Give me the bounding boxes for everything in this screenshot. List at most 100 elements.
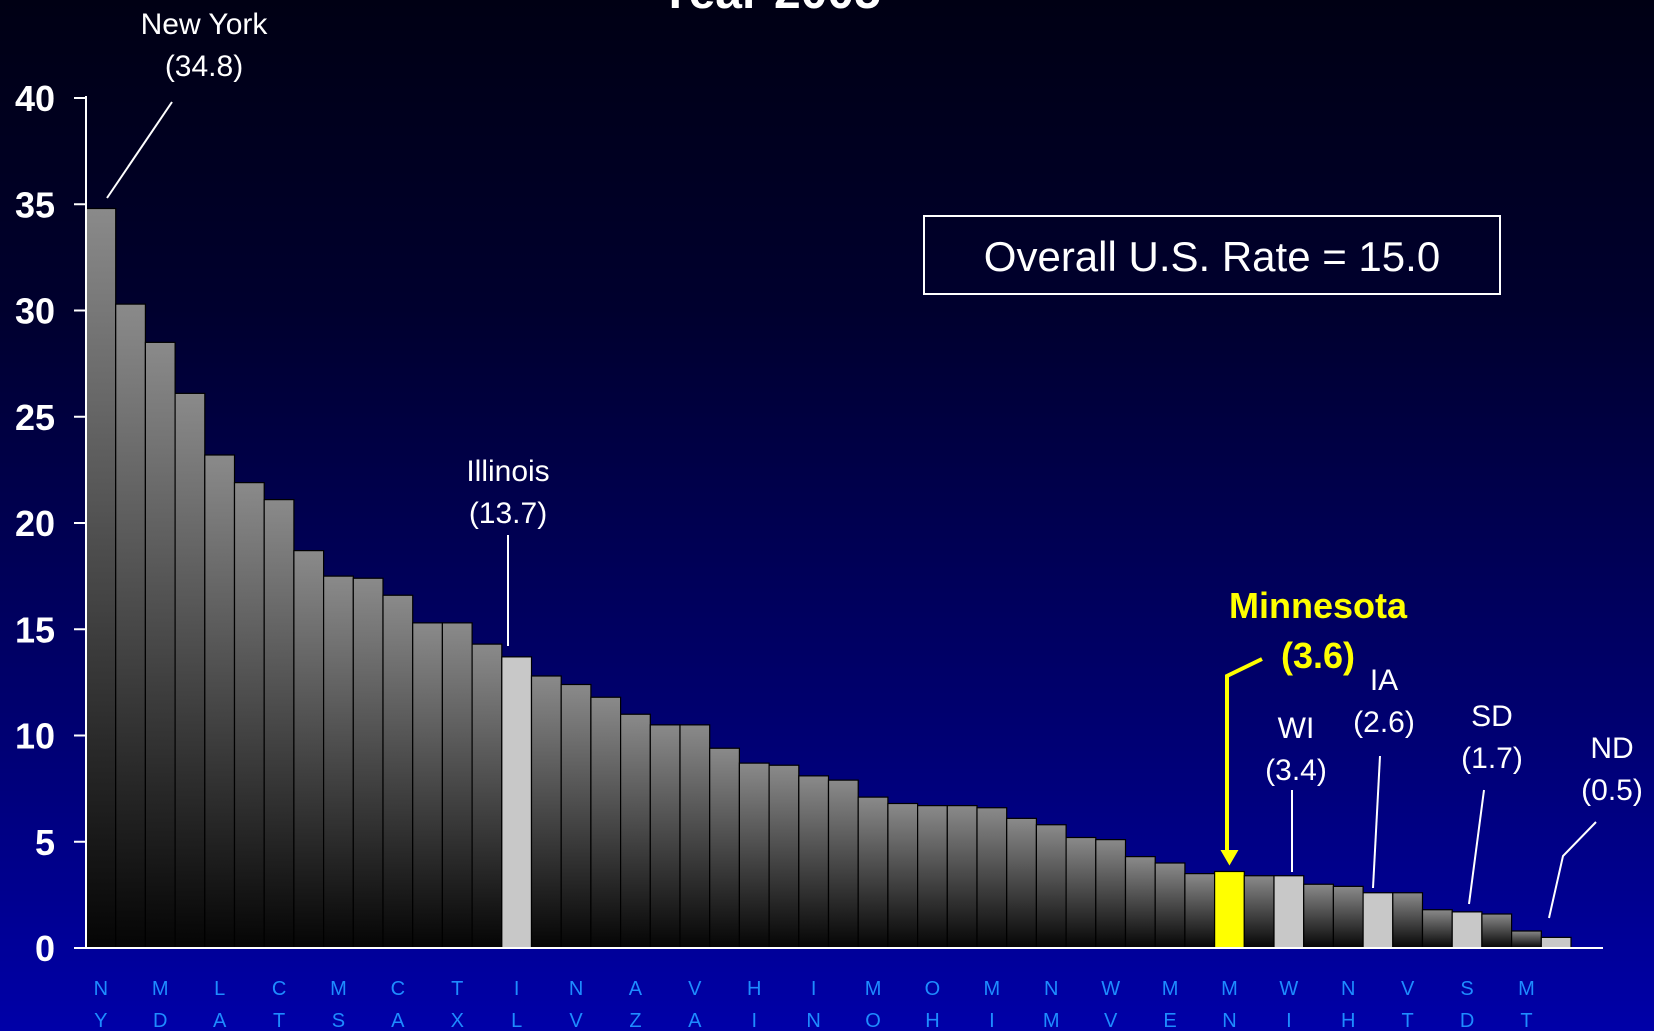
y-tick-label: 10	[15, 716, 55, 757]
x-label-top: M	[330, 978, 347, 1000]
bar	[233, 482, 265, 949]
annotation-leader-line	[1372, 755, 1381, 889]
x-label-bottom: T	[1402, 1010, 1414, 1031]
annotation-name: Minnesota	[1229, 585, 1408, 626]
overall-rate-text: Overall U.S. Rate = 15.0	[984, 233, 1440, 280]
bar	[1362, 892, 1394, 949]
bar	[323, 575, 354, 949]
x-label-top: M	[1221, 978, 1238, 1000]
bar	[1332, 885, 1364, 949]
bar	[471, 643, 503, 949]
bar	[441, 622, 473, 949]
bar	[1451, 911, 1483, 949]
y-tick-label: 35	[15, 184, 55, 225]
bar	[1540, 936, 1572, 949]
x-label-top: N	[569, 978, 583, 1000]
bar	[352, 577, 384, 949]
bar	[738, 762, 770, 949]
x-label-top: A	[629, 978, 643, 1000]
x-labels-group: NYMDLACTMSCATXILNVAZVAHIINMOOHMINMWVMEMN…	[94, 978, 1535, 1031]
annotation-value: (0.5)	[1581, 774, 1643, 807]
overall-rate-box: Overall U.S. Rate = 15.0	[923, 215, 1501, 295]
bar	[1303, 883, 1334, 949]
overall-rate-box-frame	[923, 215, 1501, 295]
x-label-top: L	[214, 978, 225, 1000]
x-label-bottom: V	[1104, 1010, 1118, 1031]
x-label-top: I	[514, 978, 520, 1000]
bar	[412, 622, 444, 949]
bar	[1392, 892, 1424, 949]
bar	[827, 779, 859, 949]
x-label-top: M	[152, 978, 169, 1000]
x-label-bottom: T	[1520, 1010, 1532, 1031]
annotation-name: Illinois	[466, 455, 549, 488]
annotation-leader-line	[1548, 821, 1597, 919]
bar	[293, 550, 325, 949]
minnesota-arrow-head	[1220, 850, 1239, 866]
annotations-group: New York (34.8) Illinois (13.7) Minnesota (3.…	[106, 8, 1643, 919]
y-tick-label: 30	[15, 291, 55, 332]
x-label-top: N	[1044, 978, 1058, 1000]
x-label-bottom: E	[1163, 1010, 1176, 1031]
bar	[1243, 875, 1275, 949]
x-label-top: W	[1279, 978, 1298, 1000]
x-label-bottom: X	[451, 1010, 464, 1031]
x-label-bottom: N	[806, 1010, 820, 1031]
x-label-bottom: H	[1341, 1010, 1355, 1031]
annotation-value: (34.8)	[165, 50, 243, 83]
x-label-bottom: A	[213, 1010, 227, 1031]
y-tick-label: 20	[15, 503, 55, 544]
bar	[798, 775, 830, 949]
x-label-bottom: A	[391, 1010, 405, 1031]
bar	[174, 392, 206, 949]
annotation-name: ND	[1590, 732, 1633, 765]
bar	[709, 747, 741, 949]
x-label-top: M	[984, 978, 1001, 1000]
bar	[530, 675, 562, 949]
bar	[619, 713, 651, 949]
bar	[1006, 817, 1038, 949]
bar	[1184, 873, 1216, 949]
bar	[916, 805, 948, 949]
bar	[976, 807, 1008, 949]
x-label-top: O	[925, 978, 941, 1000]
y-tick-label: 25	[15, 397, 55, 438]
annotation-value: (1.7)	[1461, 742, 1523, 775]
bar	[1065, 836, 1097, 949]
annotation-name: IA	[1370, 664, 1398, 697]
bar	[1154, 862, 1186, 949]
bar	[1124, 856, 1156, 949]
annotation-leader-line	[1468, 789, 1485, 905]
bar	[679, 724, 711, 949]
x-label-bottom: D	[1460, 1010, 1474, 1031]
bar	[263, 499, 295, 949]
bars-group	[85, 207, 1572, 949]
x-label-top: H	[747, 978, 761, 1000]
x-label-top: C	[272, 978, 286, 1000]
x-label-bottom: I	[751, 1010, 757, 1031]
x-label-top: C	[391, 978, 405, 1000]
x-label-top: S	[1460, 978, 1473, 1000]
bar	[1510, 930, 1542, 949]
bar	[501, 656, 533, 949]
x-label-bottom: I	[1286, 1010, 1292, 1031]
annotation-value: (3.6)	[1281, 635, 1355, 676]
y-tick-label: 5	[35, 822, 55, 863]
bar	[144, 341, 176, 949]
bar	[590, 696, 622, 949]
bar	[1421, 909, 1453, 949]
bar	[649, 724, 681, 949]
bar	[768, 764, 800, 949]
x-label-top: V	[688, 978, 702, 1000]
annotation-name: New York	[141, 8, 269, 41]
annotation-value: (2.6)	[1353, 706, 1415, 739]
x-label-bottom: Z	[629, 1010, 641, 1031]
bar	[1213, 870, 1245, 949]
bar	[857, 796, 889, 949]
x-label-bottom: Y	[94, 1010, 107, 1031]
x-label-bottom: D	[153, 1010, 167, 1031]
bar	[887, 802, 919, 949]
annotation-name: WI	[1278, 712, 1315, 745]
annotation-leader-line	[106, 101, 173, 199]
